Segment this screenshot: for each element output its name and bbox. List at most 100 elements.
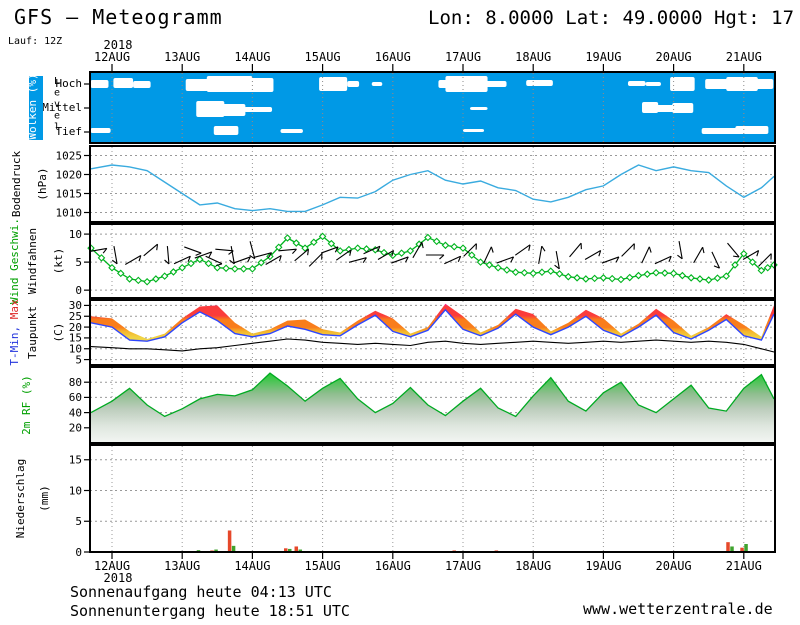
cloud-blob	[670, 77, 695, 91]
header-location: Lon: 8.0000 Lat: 49.0000 Hgt: 17	[428, 7, 795, 29]
axis-label: T-Min, Max	[8, 299, 21, 366]
y-tick-label: 10	[69, 228, 82, 241]
page-title: GFS — Meteogramm	[14, 5, 223, 29]
wind-speed-markers	[87, 232, 778, 286]
cloud-blob	[133, 81, 151, 88]
panel-frame	[89, 299, 776, 366]
cloud-blob	[220, 104, 246, 116]
sunset-label: Sonnenuntergang heute 18:51 UTC	[70, 602, 350, 620]
axis-label-2: Windfahnen	[26, 228, 39, 294]
y-tick-label: 0	[75, 284, 82, 297]
cloud-blob	[750, 79, 774, 89]
sunrise-label: Sonnenaufgang heute 04:13 UTC	[70, 583, 332, 601]
date-label: 21AUG	[726, 50, 762, 64]
cloud-blob	[463, 129, 485, 132]
date-label: 20AUG	[656, 50, 692, 64]
cloud-blob	[701, 128, 744, 134]
y-tick-label: 10	[69, 343, 82, 356]
y-tick-label: 15	[69, 332, 82, 345]
year-label: 2018	[104, 38, 133, 52]
panel-frame	[89, 223, 776, 299]
year-label: 2018	[104, 571, 133, 585]
axis-label: Wind Geschwi.	[8, 218, 21, 304]
cloud-blob	[484, 81, 507, 87]
cloud-blob	[319, 77, 348, 91]
cloud-axis-label-chip	[29, 76, 43, 140]
humidity-line	[90, 372, 775, 418]
panel-wind: 10 5 0 Wind Geschwi. Windfahnen (kt)	[8, 218, 778, 304]
y-tick-label: 25	[69, 310, 82, 323]
cloud-blob	[371, 82, 383, 86]
date-label: 18AUG	[515, 559, 551, 573]
panel-frame	[89, 366, 776, 444]
cloud-level-label: Tief	[56, 125, 83, 138]
watermark: www.wetterzentrale.de	[583, 600, 773, 618]
panel-humidity: 80 60 40 20 2m RF (%)	[20, 366, 776, 444]
date-label: 12AUG	[94, 50, 130, 64]
cloud-blob	[445, 76, 488, 92]
y-tick-label: 15	[69, 454, 82, 467]
cloud-blob	[90, 128, 111, 133]
cloud-blob	[627, 81, 646, 86]
panel-frame	[89, 145, 776, 223]
cloud-blob	[196, 101, 225, 117]
date-label: 16AUG	[375, 559, 411, 573]
precip-bar-green	[288, 548, 292, 552]
date-label: 19AUG	[585, 559, 621, 573]
precip-bar-red	[726, 542, 730, 552]
date-label: 15AUG	[305, 559, 341, 573]
cloud-blob	[726, 77, 758, 91]
y-tick-label: 1010	[56, 206, 83, 219]
pressure-line	[90, 164, 775, 213]
cloud-blob	[113, 78, 134, 88]
cloud-blob	[213, 126, 239, 135]
temp-min-line	[90, 308, 775, 342]
axis-unit-label: (hPa)	[36, 167, 49, 200]
y-tick-label: 40	[69, 406, 82, 419]
y-tick-label: 5	[75, 515, 82, 528]
y-tick-label: 5	[75, 256, 82, 269]
date-label: 15AUG	[305, 50, 341, 64]
cloud-blob	[243, 107, 273, 112]
axis-label: 2m RF (%)	[20, 375, 33, 435]
wind-barbs	[89, 241, 772, 270]
axis-label: Bodendruck	[10, 151, 23, 218]
dewpoint-line	[90, 338, 775, 353]
precip-bar-red	[294, 546, 299, 552]
precip-bar-red	[227, 530, 232, 552]
precip-bar-green	[730, 546, 734, 552]
x-axis-bottom: 12AUG 13AUG 14AUG 15AUG 16AUG 17AUG 18AUG 19AUG…	[94, 552, 762, 585]
precip-bars	[196, 530, 748, 552]
cloud-blob	[526, 80, 553, 86]
axis-label: Wolken (%)	[26, 73, 39, 139]
date-label: 14AUG	[234, 50, 270, 64]
axis-label: Niederschlag	[14, 459, 27, 538]
y-tick-label: 1020	[56, 168, 83, 181]
cloud-blob	[735, 126, 769, 134]
precip-bar-red	[284, 548, 288, 552]
cloud-level-label: Hoch	[56, 77, 83, 90]
cloud-blob	[206, 76, 253, 92]
precip-bar-green	[214, 549, 218, 552]
cloud-blob	[645, 82, 661, 86]
x-axis-top: 12AUG 13AUG 14AUG 15AUG 16AUG 17AUG 18AUG 19AUG…	[94, 38, 762, 72]
axis-label-2: Taupunkt	[26, 306, 39, 359]
axis-unit-label: (mm)	[38, 485, 51, 512]
cloud-blob	[90, 80, 109, 88]
date-label: 12AUG	[94, 559, 130, 573]
run-label: Lauf: 12Z	[8, 36, 63, 47]
date-label: 13AUG	[164, 559, 200, 573]
cloud-level-label: Mittel	[42, 101, 82, 114]
cloud-blob	[347, 81, 360, 87]
date-label: 19AUG	[585, 50, 621, 64]
panel-precipitation: 15 10 5 0 Niederschlag (mm)	[14, 444, 776, 559]
y-tick-label: 30	[69, 299, 82, 312]
y-tick-label: 1025	[56, 149, 83, 162]
cloud-blob	[653, 105, 678, 112]
cloud-blob	[248, 78, 274, 92]
date-label: 13AUG	[164, 50, 200, 64]
precip-bar-green	[298, 549, 303, 552]
panel-frame	[89, 444, 776, 553]
